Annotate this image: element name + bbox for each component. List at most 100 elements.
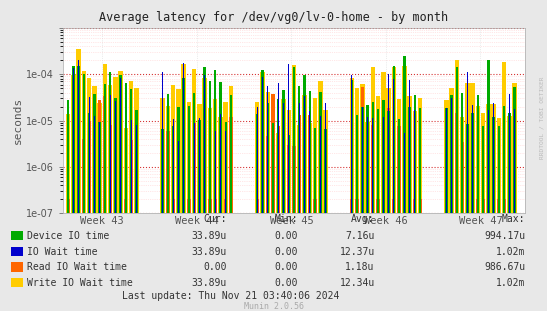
Bar	[87, 78, 91, 213]
Bar	[82, 71, 86, 213]
Bar	[319, 199, 322, 213]
Bar	[492, 199, 495, 213]
Bar	[360, 87, 364, 213]
Bar	[176, 89, 181, 213]
Bar	[267, 86, 268, 213]
Bar	[418, 199, 422, 213]
Text: Cur:: Cur:	[203, 214, 227, 224]
Bar	[382, 100, 385, 213]
Bar	[215, 131, 216, 213]
Text: 994.17u: 994.17u	[484, 231, 525, 241]
Bar	[88, 121, 91, 213]
Bar	[314, 128, 316, 213]
Bar	[103, 96, 107, 213]
Bar	[414, 95, 416, 213]
Bar	[197, 104, 202, 213]
Bar	[413, 199, 416, 213]
Bar	[104, 85, 106, 213]
Bar	[171, 86, 176, 213]
Bar	[445, 108, 447, 213]
Bar	[78, 66, 80, 213]
Bar	[225, 131, 226, 213]
Bar	[83, 74, 85, 213]
Bar	[120, 77, 121, 213]
Bar	[94, 116, 95, 213]
Bar	[224, 122, 227, 213]
Bar	[103, 64, 107, 213]
Bar	[271, 94, 275, 213]
Bar	[450, 125, 453, 213]
Bar	[455, 113, 458, 213]
Text: 986.67u: 986.67u	[484, 262, 525, 272]
Text: 1.18u: 1.18u	[345, 262, 375, 272]
Text: 0.00: 0.00	[275, 278, 298, 288]
Bar	[183, 78, 185, 213]
Bar	[288, 135, 290, 213]
Bar	[419, 108, 421, 213]
Bar	[224, 199, 228, 213]
Bar	[397, 99, 401, 213]
Bar	[381, 72, 386, 213]
Bar	[288, 64, 289, 213]
Bar	[461, 93, 463, 213]
Bar	[298, 115, 301, 213]
Bar	[304, 96, 305, 213]
Bar	[303, 199, 306, 213]
Bar	[183, 63, 184, 213]
Bar	[209, 81, 211, 213]
Bar	[318, 81, 323, 213]
Bar	[202, 78, 207, 213]
Bar	[135, 199, 138, 213]
Bar	[203, 148, 206, 213]
Bar	[315, 96, 316, 213]
Bar	[476, 95, 479, 213]
Bar	[71, 75, 75, 213]
Bar	[466, 124, 469, 213]
Bar	[409, 107, 411, 213]
Bar	[403, 105, 406, 213]
Bar	[350, 199, 353, 213]
Bar	[98, 122, 101, 213]
Bar	[77, 49, 81, 213]
Bar	[319, 92, 322, 213]
Bar	[498, 102, 499, 213]
Bar	[229, 86, 233, 213]
Bar	[266, 103, 269, 213]
Bar	[378, 128, 379, 213]
Bar	[487, 110, 490, 213]
Bar	[178, 141, 179, 213]
Bar	[402, 66, 406, 213]
Bar	[135, 110, 138, 213]
Text: 33.89u: 33.89u	[192, 278, 227, 288]
Bar	[293, 146, 295, 213]
Bar	[376, 96, 380, 213]
Bar	[272, 123, 274, 213]
Bar	[356, 199, 359, 213]
Bar	[324, 129, 327, 213]
Bar	[360, 84, 364, 213]
Text: 33.89u: 33.89u	[192, 247, 227, 257]
Bar	[325, 103, 326, 213]
Bar	[303, 75, 306, 213]
Bar	[350, 78, 354, 213]
Bar	[486, 104, 491, 213]
Bar	[460, 118, 464, 213]
Bar	[387, 108, 390, 213]
Bar	[193, 123, 196, 213]
Bar	[283, 103, 284, 213]
Text: Device IO time: Device IO time	[27, 231, 109, 241]
Bar	[129, 81, 133, 213]
Bar	[366, 105, 369, 213]
Bar	[392, 199, 395, 213]
Bar	[449, 88, 454, 213]
Bar	[161, 199, 164, 213]
Bar	[93, 199, 96, 213]
Bar	[376, 199, 380, 213]
Bar	[323, 110, 328, 213]
Bar	[97, 104, 102, 213]
Bar	[513, 83, 517, 213]
Bar	[287, 110, 291, 213]
Bar	[119, 71, 123, 213]
Bar	[446, 108, 447, 213]
Bar	[199, 118, 200, 213]
